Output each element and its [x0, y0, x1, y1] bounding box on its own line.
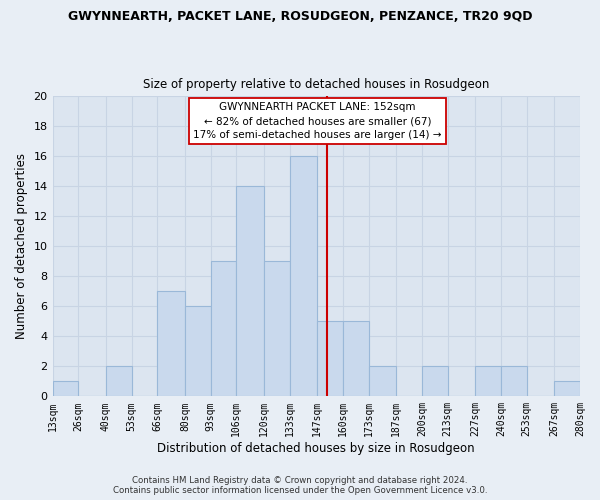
Bar: [236, 186, 264, 396]
Bar: [290, 156, 317, 396]
Bar: [106, 366, 131, 396]
Bar: [317, 322, 343, 396]
Bar: [422, 366, 448, 396]
Bar: [264, 262, 290, 396]
Title: Size of property relative to detached houses in Rosudgeon: Size of property relative to detached ho…: [143, 78, 490, 91]
Bar: [211, 262, 236, 396]
Bar: [368, 366, 396, 396]
Bar: [185, 306, 211, 396]
Text: GWYNNEARTH, PACKET LANE, ROSUDGEON, PENZANCE, TR20 9QD: GWYNNEARTH, PACKET LANE, ROSUDGEON, PENZ…: [68, 10, 532, 23]
Text: Contains HM Land Registry data © Crown copyright and database right 2024.
Contai: Contains HM Land Registry data © Crown c…: [113, 476, 487, 495]
Bar: [475, 366, 501, 396]
Bar: [554, 382, 580, 396]
Bar: [343, 322, 368, 396]
Y-axis label: Number of detached properties: Number of detached properties: [15, 154, 28, 340]
X-axis label: Distribution of detached houses by size in Rosudgeon: Distribution of detached houses by size …: [157, 442, 475, 455]
Bar: [53, 382, 78, 396]
Text: GWYNNEARTH PACKET LANE: 152sqm
← 82% of detached houses are smaller (67)
17% of : GWYNNEARTH PACKET LANE: 152sqm ← 82% of …: [193, 102, 442, 141]
Bar: [157, 292, 185, 397]
Bar: [501, 366, 527, 396]
